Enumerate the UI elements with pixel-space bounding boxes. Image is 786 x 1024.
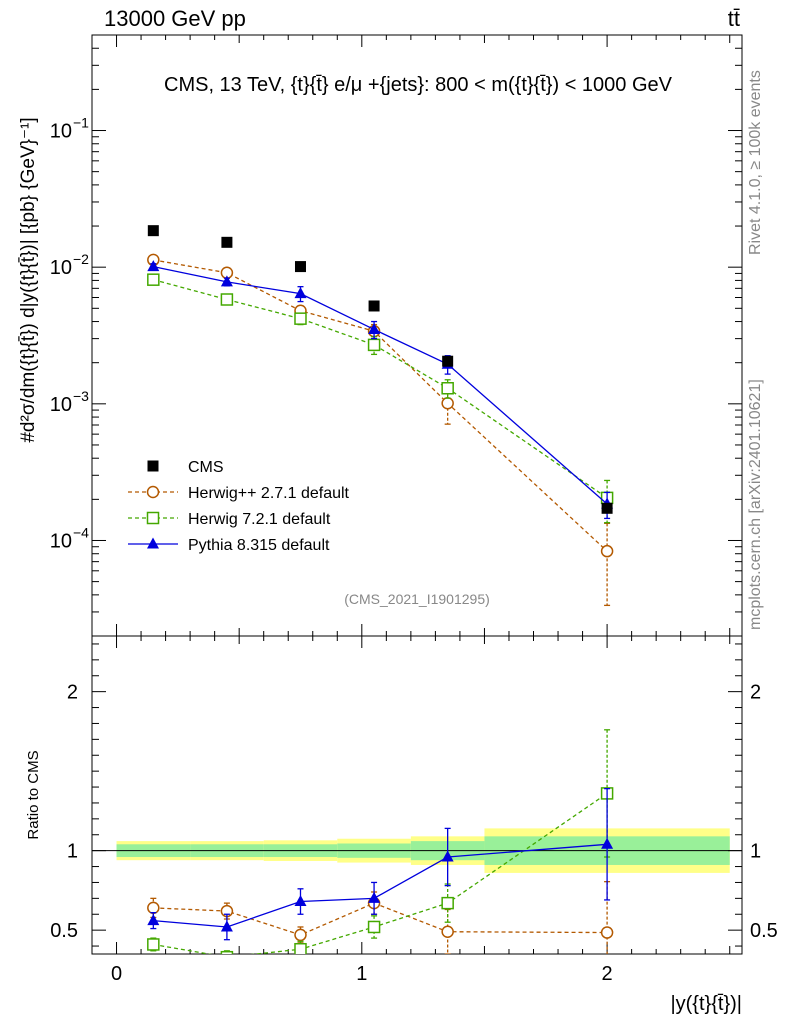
series-ratio-point [367,920,381,934]
series-line [153,259,608,552]
series-ratio-point [294,895,307,907]
series-point [220,275,233,287]
series-point [220,293,234,306]
series-main-2 [147,260,614,520]
legend-label: Herwig++ 2.7.1 default [188,485,350,502]
series-ratio-point [368,891,381,903]
series-ratio-line [153,843,608,928]
series-ratio-line [153,902,608,936]
legend-marker [146,511,160,525]
ratio-y-tick-label: 2 [67,682,78,704]
y-tick-label: 10 [50,530,72,552]
series-ratio-point [220,920,233,932]
y-tick-exponent: −3 [73,388,89,404]
series-line [153,265,608,505]
legend-label: Herwig 7.2.1 default [188,511,331,528]
process-label: tt̄ [728,6,740,31]
legend-marker [147,460,159,472]
x-axis-label: |y({t}{t̄})| [670,993,742,1015]
data-point [601,502,613,514]
series-point [441,396,454,410]
x-tick-label: 0 [111,963,122,985]
series-ratio-point [294,928,307,942]
series-ratio-point [220,950,234,954]
series-ratio-point [600,926,614,939]
analysis-id: (CMS_2021_I1901295) [344,591,490,607]
y-tick-label: 10 [50,394,72,416]
y-tick-exponent: −1 [73,115,89,131]
y-tick-label: 10 [50,121,72,143]
ratio-y-tick-label-right: 1 [750,841,761,863]
series-point [441,382,454,395]
chart-title: CMS, 13 TeV, {t}{t̄} e/μ +{jets}: 800 < … [164,74,673,96]
data-point [442,355,454,367]
series-point [367,338,381,352]
data-point [294,261,306,273]
series-ratio-point [147,938,160,951]
series-point [368,322,381,334]
series-line [153,279,608,499]
legend-marker [146,485,160,499]
series-ratio-2 [147,787,614,941]
series-point [294,287,307,299]
data-point [147,225,159,237]
y-tick-exponent: −2 [73,251,89,267]
y-tick-exponent: −4 [73,524,89,540]
series-ratio-point [441,850,454,862]
series-point [147,260,160,272]
legend-marker [147,537,159,549]
series-ratio-point [441,925,454,938]
rivet-label: Rivet 4.1.0, ≥ 100k events [747,70,764,255]
series-ratio-point [601,837,614,849]
series-ratio-point [441,896,454,910]
series-point [147,273,160,286]
series-ratio-point [147,914,160,926]
series-ratio-point [294,942,307,954]
ratio-frame [91,635,743,955]
x-tick-label: 2 [602,963,613,985]
legend-label: Pythia 8.315 default [188,537,330,554]
x-tick-label: 1 [356,963,367,985]
y-axis-label: #d²σ/dm({t}{t̄}) d|y({t}{t̄})| [{pb} {Ge… [18,117,39,442]
legend-label: CMS [188,459,224,476]
energy-label: 13000 GeV pp [104,6,246,31]
ratio-y-axis-label: Ratio to CMS [25,750,42,839]
series-point [294,312,307,325]
ratio-y-tick-label-right: 2 [750,682,761,704]
data-point [368,300,380,312]
series-point [600,544,614,558]
ratio-y-tick-label: 1 [67,841,78,863]
ratio-y-tick-label-right: 0.5 [750,920,778,942]
mcplots-label: mcplots.cern.ch [arXiv:2401.10621] [747,379,764,630]
y-tick-label: 10 [50,257,72,279]
data-point [221,236,233,248]
series-ratio-point [147,901,160,915]
ratio-y-tick-label: 0.5 [50,920,78,942]
